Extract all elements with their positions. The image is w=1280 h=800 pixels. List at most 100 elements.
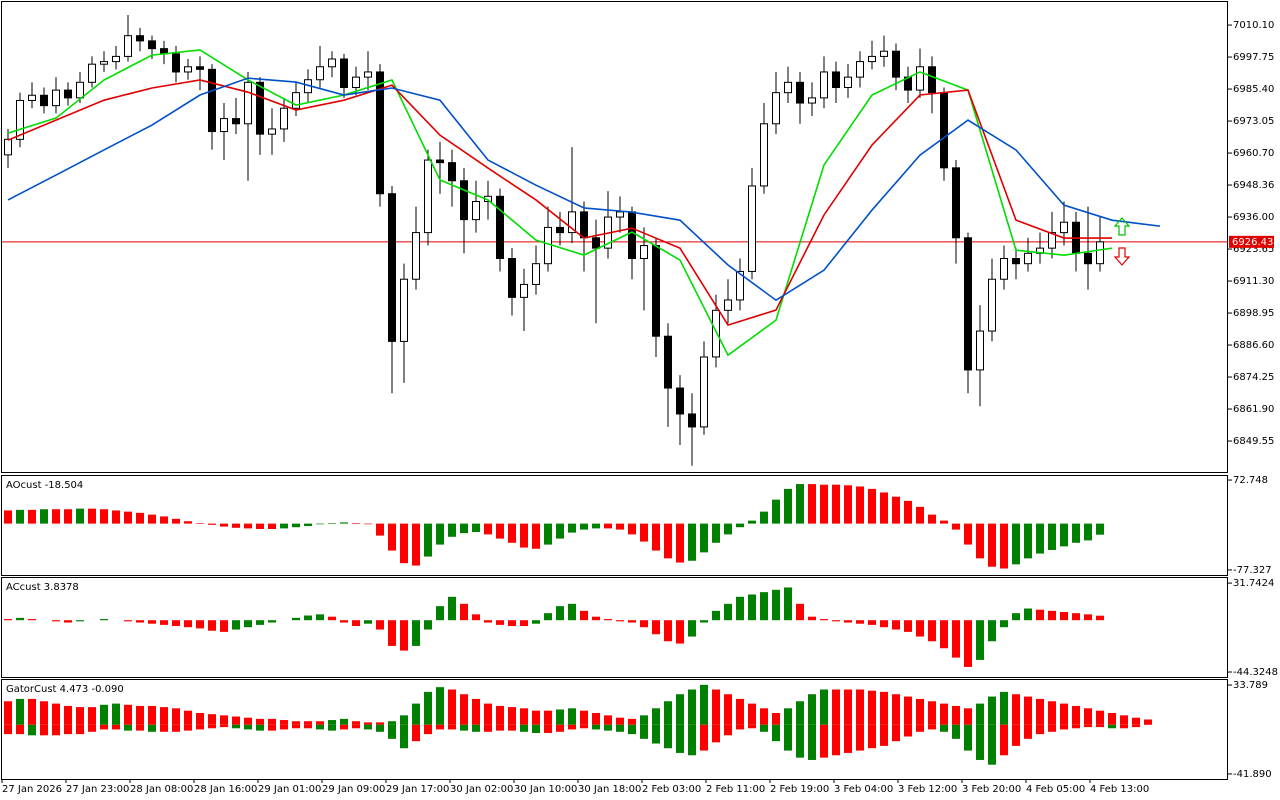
histogram-bar bbox=[100, 509, 108, 524]
gator-bar bbox=[1048, 701, 1056, 725]
histogram-bar bbox=[700, 620, 708, 623]
histogram-bar bbox=[940, 520, 948, 524]
histogram-bar bbox=[1000, 620, 1008, 628]
histogram-bar bbox=[52, 620, 60, 622]
candle-body bbox=[556, 226, 564, 234]
candle-body bbox=[976, 330, 984, 371]
gator-bar bbox=[1012, 694, 1020, 725]
histogram-bar bbox=[436, 523, 444, 545]
histogram-bar bbox=[64, 620, 72, 623]
histogram-bar bbox=[796, 603, 804, 621]
histogram-bar bbox=[748, 520, 756, 524]
gator-bar bbox=[1072, 705, 1080, 725]
histogram-bar bbox=[184, 521, 192, 524]
candle-body bbox=[1048, 232, 1056, 249]
gator-bar bbox=[604, 715, 612, 725]
gator-bar bbox=[484, 724, 492, 732]
histogram-bar bbox=[1024, 608, 1032, 621]
gator-bar bbox=[832, 724, 840, 756]
candle-body bbox=[316, 66, 324, 81]
histogram-bar bbox=[892, 496, 900, 524]
gator-bar bbox=[616, 724, 624, 732]
gator-bar bbox=[496, 724, 504, 731]
gator-bar bbox=[172, 708, 180, 725]
candle-body bbox=[928, 66, 936, 94]
gator-bar bbox=[220, 724, 228, 728]
gator-bar bbox=[1000, 724, 1008, 756]
histogram-bar bbox=[424, 523, 432, 557]
gator-bar bbox=[340, 718, 348, 725]
histogram-bar bbox=[856, 620, 864, 624]
gator-bar bbox=[244, 717, 252, 725]
gator-bar bbox=[100, 724, 108, 730]
y-tick-label: 6886.60 bbox=[1233, 340, 1274, 351]
gator-bar bbox=[208, 714, 216, 725]
histogram-bar bbox=[412, 620, 420, 646]
gator-bar bbox=[160, 724, 168, 732]
histogram-bar bbox=[484, 620, 492, 623]
histogram-bar bbox=[928, 620, 936, 642]
candle-body bbox=[652, 245, 660, 337]
candle-body bbox=[460, 180, 468, 221]
candle-body bbox=[760, 123, 768, 187]
histogram-bar bbox=[340, 522, 348, 524]
gator-bar bbox=[928, 724, 936, 730]
gator-bar bbox=[940, 703, 948, 725]
histogram-bar bbox=[1060, 523, 1068, 547]
gator-bar bbox=[568, 708, 576, 725]
histogram-bar bbox=[868, 620, 876, 625]
histogram-bar bbox=[268, 620, 276, 623]
gator-bar bbox=[976, 703, 984, 725]
gator-bar bbox=[1084, 724, 1092, 728]
gator-bar bbox=[988, 724, 996, 765]
gator-bar bbox=[232, 716, 240, 725]
y-tick-label: 7010.10 bbox=[1233, 20, 1274, 31]
histogram-bar bbox=[340, 620, 348, 623]
gator-bar bbox=[184, 724, 192, 731]
ao-panel bbox=[1, 475, 1228, 576]
y-tick-label: 6874.25 bbox=[1233, 372, 1274, 383]
candle-body bbox=[448, 162, 456, 182]
candle-body bbox=[520, 283, 528, 298]
gator-bar bbox=[124, 704, 132, 725]
gator-bar bbox=[328, 720, 336, 725]
histogram-bar bbox=[460, 523, 468, 534]
gator-bar bbox=[652, 724, 660, 744]
candle-body bbox=[952, 167, 960, 239]
gator-bar bbox=[268, 718, 276, 725]
histogram-bar bbox=[964, 620, 972, 667]
histogram-bar bbox=[1084, 614, 1092, 621]
candle-body bbox=[964, 237, 972, 371]
gator-bar bbox=[868, 724, 876, 749]
histogram-bar bbox=[484, 523, 492, 535]
y-tick-label: -44.3248 bbox=[1233, 667, 1278, 678]
histogram-bar bbox=[496, 620, 504, 625]
candle-body bbox=[724, 299, 732, 311]
panel-title: ACcust 3.8378 bbox=[6, 582, 79, 593]
gator-bar bbox=[460, 694, 468, 725]
gator-bar bbox=[28, 698, 36, 725]
panel-title: GatorCust 4.473 -0.090 bbox=[6, 684, 124, 695]
candle-body bbox=[196, 66, 204, 70]
gator-bar bbox=[640, 724, 648, 739]
histogram-bar bbox=[88, 508, 96, 524]
gator-bar bbox=[1048, 724, 1056, 732]
gator-bar bbox=[328, 724, 336, 731]
gator-bar bbox=[1132, 724, 1140, 728]
gator-bar bbox=[304, 724, 312, 729]
candle-body bbox=[664, 335, 672, 389]
gator-bar bbox=[796, 701, 804, 725]
gator-bar bbox=[88, 724, 96, 732]
histogram-bar bbox=[1084, 523, 1092, 541]
gator-bar bbox=[316, 724, 324, 730]
histogram-bar bbox=[52, 509, 60, 524]
histogram-bar bbox=[760, 592, 768, 621]
histogram-bar bbox=[784, 587, 792, 621]
histogram-bar bbox=[820, 619, 828, 621]
histogram-bar bbox=[556, 606, 564, 621]
histogram-bar bbox=[1060, 612, 1068, 621]
candle-body bbox=[1060, 221, 1068, 234]
gator-bar bbox=[1024, 696, 1032, 725]
x-tick-label: 4 Feb 05:00 bbox=[1026, 784, 1085, 795]
histogram-bar bbox=[688, 620, 696, 637]
